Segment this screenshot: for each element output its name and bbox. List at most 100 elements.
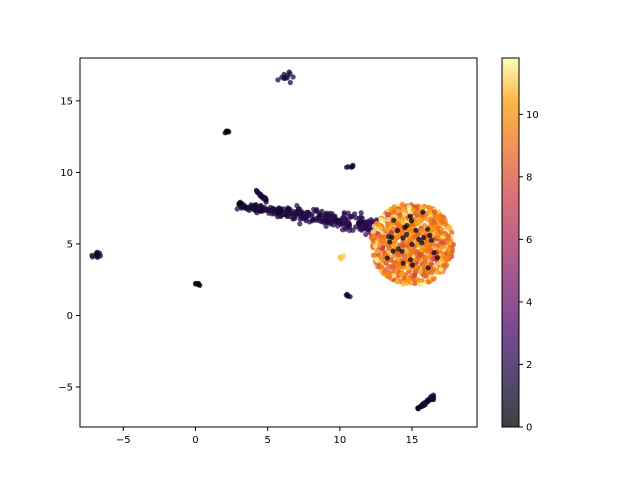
scatter-point bbox=[442, 262, 448, 268]
scatter-point bbox=[378, 237, 384, 243]
scatter-point bbox=[386, 246, 392, 252]
scatter-point bbox=[416, 236, 422, 242]
scatter-point bbox=[439, 218, 445, 225]
colorbar-tick-label: 2 bbox=[526, 360, 532, 371]
scatter-point bbox=[334, 218, 340, 224]
scatter-point bbox=[413, 227, 419, 233]
scatter-point bbox=[392, 260, 398, 266]
scatter-point bbox=[372, 243, 378, 249]
scatter-point bbox=[335, 223, 341, 229]
scatter-point bbox=[97, 253, 103, 259]
scatter-point bbox=[348, 214, 354, 220]
scatter-point bbox=[434, 215, 440, 221]
scatter-point bbox=[416, 254, 422, 260]
scatter-point bbox=[94, 249, 100, 255]
scatter-point bbox=[278, 213, 284, 219]
scatter-point bbox=[343, 164, 350, 170]
scatter-point bbox=[444, 257, 450, 263]
scatter-point bbox=[384, 222, 390, 229]
scatter-point bbox=[418, 217, 424, 223]
scatter-point bbox=[358, 210, 364, 216]
scatter-point bbox=[238, 205, 245, 211]
scatter-point bbox=[371, 229, 377, 235]
scatter-point bbox=[420, 227, 426, 233]
scatter-point bbox=[409, 262, 415, 268]
scatter-point bbox=[412, 280, 418, 287]
scatter-point bbox=[430, 276, 436, 282]
scatter-point bbox=[324, 212, 330, 218]
scatter-point bbox=[440, 253, 446, 259]
scatter-point bbox=[352, 211, 358, 217]
colorbar-tick-label: 4 bbox=[526, 297, 532, 308]
scatter-point bbox=[402, 211, 408, 217]
scatter-point bbox=[371, 234, 377, 240]
scatter-point bbox=[294, 203, 300, 209]
scatter-point bbox=[353, 224, 359, 230]
scatter-point bbox=[363, 231, 369, 238]
scatter-point bbox=[275, 77, 281, 83]
colorbar-tick-label: 0 bbox=[526, 423, 532, 434]
scatter-point bbox=[370, 252, 377, 258]
scatter-point bbox=[378, 226, 384, 232]
scatter-point bbox=[387, 239, 393, 245]
scatter-point bbox=[89, 252, 95, 258]
scatter-point bbox=[407, 252, 413, 258]
scatter-point bbox=[444, 237, 450, 243]
scatter-point bbox=[429, 237, 435, 243]
scatter-point bbox=[417, 278, 423, 284]
scatter-point bbox=[259, 193, 265, 199]
scatter-point bbox=[427, 219, 433, 225]
scatter-point bbox=[405, 265, 411, 271]
scatter-point bbox=[427, 232, 433, 238]
colorbar bbox=[502, 58, 519, 427]
scatter-point bbox=[384, 255, 390, 261]
scatter-point bbox=[446, 252, 452, 258]
y-tick-label: −5 bbox=[58, 382, 73, 393]
scatter-point bbox=[195, 280, 201, 286]
scatter-point bbox=[394, 227, 401, 234]
scatter-point bbox=[357, 223, 363, 229]
scatter-point bbox=[319, 208, 325, 214]
plot-area-frame bbox=[79, 57, 478, 428]
scatter-point bbox=[383, 260, 389, 266]
scatter-point bbox=[429, 269, 435, 275]
scatter-point bbox=[385, 227, 391, 233]
colorbar-axis: 0 2 4 6 8 10 bbox=[519, 110, 539, 434]
scatter-point bbox=[425, 226, 431, 232]
scatter-point bbox=[313, 217, 319, 223]
scatter-point bbox=[443, 221, 449, 227]
y-tick-label: 10 bbox=[60, 168, 73, 179]
scatter-point bbox=[383, 266, 389, 272]
scatter-point bbox=[385, 212, 391, 218]
scatter-point bbox=[257, 203, 263, 210]
scatter-point bbox=[348, 164, 354, 170]
scatter-point bbox=[304, 211, 310, 217]
scatter-point bbox=[412, 272, 418, 278]
scatter-point bbox=[404, 222, 410, 229]
scatter-point bbox=[377, 242, 383, 248]
scatter-point bbox=[418, 268, 424, 274]
scatter-point bbox=[390, 248, 396, 254]
y-tick-label: 5 bbox=[67, 239, 73, 250]
scatter-points bbox=[89, 69, 457, 412]
x-tick-label: 10 bbox=[333, 435, 346, 446]
y-tick-label: 15 bbox=[60, 96, 73, 107]
scatter-point bbox=[287, 79, 293, 86]
scatter-point bbox=[390, 265, 396, 271]
scatter-point bbox=[279, 74, 285, 80]
scatter-point bbox=[287, 71, 293, 77]
scatter-point bbox=[395, 232, 401, 238]
scatter-point bbox=[435, 242, 442, 248]
scatter-point bbox=[434, 255, 440, 261]
scatter-point bbox=[409, 218, 415, 224]
scatter-point bbox=[266, 210, 272, 216]
scatter-point bbox=[400, 235, 406, 241]
scatter-point bbox=[395, 208, 401, 214]
scatter-point bbox=[414, 241, 420, 247]
scatter-point bbox=[426, 245, 432, 251]
scatter-point bbox=[276, 206, 283, 212]
scatter-point bbox=[379, 263, 385, 270]
scatter-point bbox=[435, 209, 441, 215]
scatter-point bbox=[378, 217, 384, 223]
scatter-point bbox=[390, 225, 397, 232]
